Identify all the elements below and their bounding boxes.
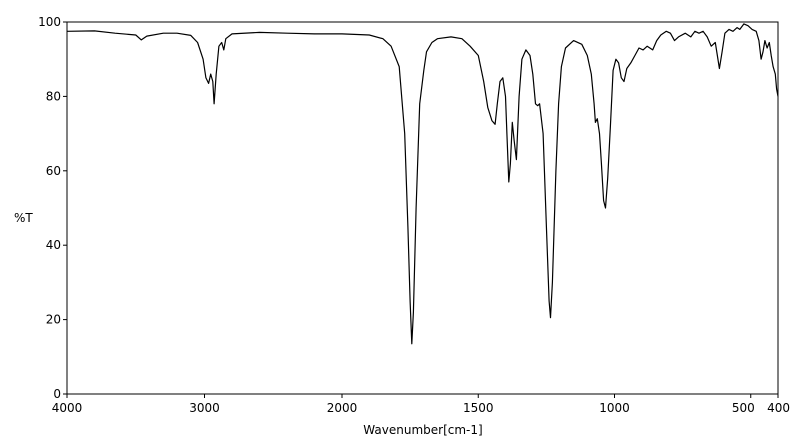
spectrum-line: [66, 23, 779, 345]
y-tick-label: 100: [38, 15, 61, 29]
spectrum-series: [66, 23, 779, 345]
y-tick-label: 80: [46, 89, 61, 103]
x-axis-label: Wavenumber[cm-1]: [363, 423, 482, 437]
x-tick-label: 1500: [463, 401, 494, 415]
plot-frame: [66, 21, 779, 395]
x-tick-label: 500: [732, 401, 755, 415]
y-axis-ticks: 0 20 40 60 80 100: [38, 15, 67, 401]
y-axis-label: %T: [14, 211, 33, 225]
x-tick-label: 1000: [599, 401, 630, 415]
y-tick-label: 20: [46, 313, 61, 327]
y-tick-label: 60: [46, 164, 61, 178]
x-tick-label: 2000: [327, 401, 358, 415]
x-tick-label: 4000: [52, 401, 83, 415]
x-tick-label: 3000: [189, 401, 220, 415]
x-axis-ticks: 4000 3000 2000 1500 1000 500 400: [52, 394, 790, 415]
y-tick-label: 40: [46, 238, 61, 252]
x-tick-label: 400: [767, 401, 790, 415]
y-tick-label: 0: [53, 387, 61, 401]
